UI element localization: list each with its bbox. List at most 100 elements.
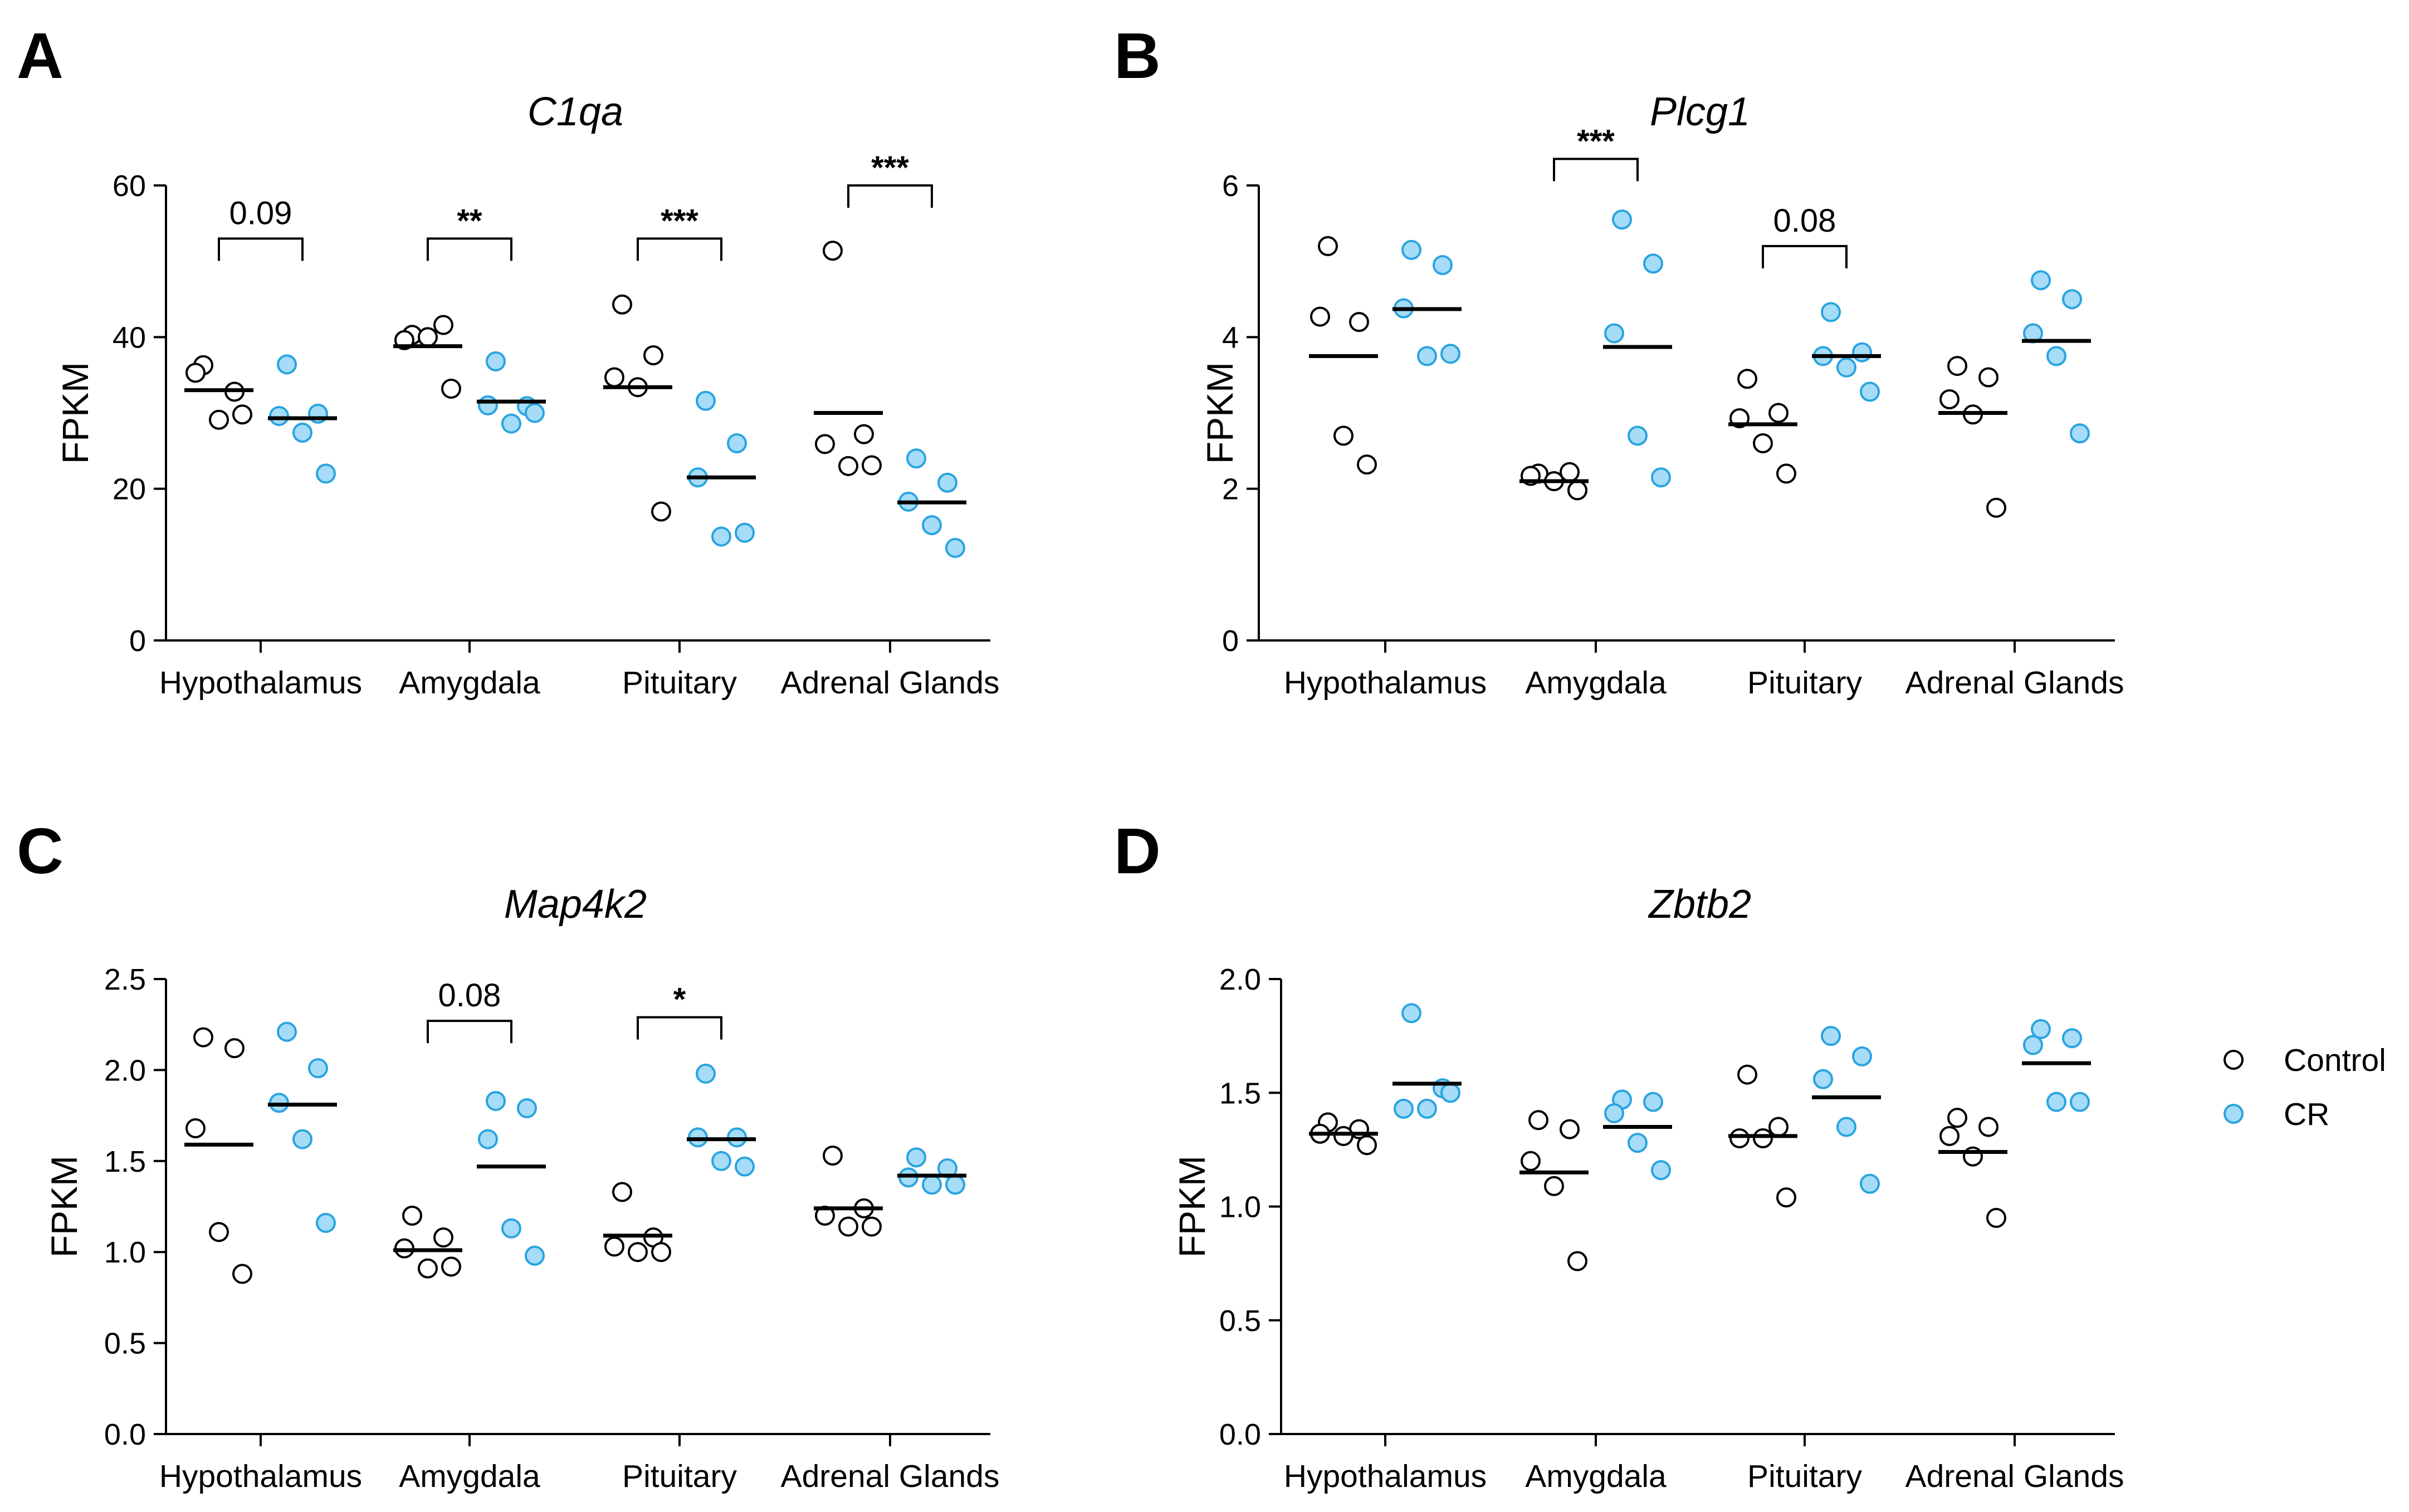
panel-a-cr-point — [525, 403, 545, 423]
panel-d-cr-point — [1860, 1173, 1880, 1194]
panel-c-category-label: Pituitary — [622, 1459, 737, 1494]
panel-a-ytick-label: 40 — [113, 321, 146, 354]
panel-a-control-point — [209, 409, 229, 430]
legend-item-control: Control — [2224, 1043, 2386, 1078]
panel-b-sig-label: 0.08 — [1773, 203, 1836, 239]
panel-a-cr-point — [501, 413, 521, 434]
legend-cr-label: CR — [2284, 1097, 2329, 1132]
legend-control-label: Control — [2284, 1043, 2386, 1078]
panel-d-control-point — [1333, 1126, 1353, 1146]
panel-c-sig-bracket — [637, 1016, 722, 1040]
panel-c-ylabel: FPKM — [43, 1156, 85, 1257]
panel-c: C Map4k2 FPKM 0.0 0.5 1.0 1.5 2.0 2.5 Hypothalamu… — [17, 815, 999, 1494]
panel-a-ylabel: FPKM — [55, 362, 96, 464]
panel-b-control-point — [1986, 497, 2006, 518]
panel-c-sig-label: * — [673, 982, 686, 1018]
panel-c-control-point — [193, 1027, 213, 1048]
panel-a-cr-point — [269, 405, 289, 426]
panel-b-control-point — [1310, 306, 1330, 327]
panel-c-cr-point — [277, 1021, 297, 1042]
panel-b-title: Plcg1 — [1650, 90, 1750, 134]
panel-b-control-point — [1333, 425, 1353, 446]
panel-a-ytick-label: 20 — [113, 473, 146, 506]
panel-a-control-point — [854, 424, 874, 444]
panel-d-ytick-label: 1.5 — [1219, 1076, 1261, 1110]
panel-b-cr-point — [1852, 342, 1872, 363]
panel-a-cr-point — [696, 390, 716, 411]
panel-d-cr-point — [1836, 1117, 1856, 1137]
panel-d-cr-point — [2023, 1035, 2043, 1055]
panel-c-cr-point — [945, 1175, 965, 1195]
panel-a-cr-point — [945, 537, 965, 558]
panel-a-sig-label: ** — [457, 203, 482, 239]
panel-d-cr-point — [1821, 1026, 1841, 1046]
panel-d-control-point — [1768, 1117, 1789, 1137]
panel-c-control-point — [433, 1227, 453, 1248]
panel-d-control-point — [1753, 1128, 1773, 1148]
panel-a-control-point — [232, 404, 252, 425]
panel-a-control-point — [185, 363, 206, 383]
panel-a-cr-point — [292, 422, 312, 443]
panel-c-cr-point — [906, 1147, 926, 1168]
legend: Control CR — [2224, 1043, 2386, 1132]
panel-b-ytick-label: 6 — [1222, 169, 1239, 203]
panel-d-ytick-label: 0.5 — [1219, 1304, 1261, 1338]
panel-c-control-point — [209, 1222, 229, 1242]
panel-b-cr-point — [1612, 209, 1632, 230]
panel-c-cr-point — [525, 1245, 545, 1266]
panel-d-cr-point — [1813, 1069, 1833, 1089]
panel-a-control-point — [862, 455, 882, 476]
panel-d-control-point — [1939, 1126, 1960, 1146]
panel-d-control-point — [1729, 1128, 1750, 1148]
panel-a-category-label: Hypothalamus — [159, 665, 362, 701]
panel-b-cr-point — [1417, 346, 1437, 366]
panel-a-control-point — [815, 434, 835, 454]
legend-cr-marker — [2224, 1104, 2244, 1124]
panel-b-control-point — [1567, 480, 1587, 501]
panel-b-cr-point — [1604, 323, 1624, 344]
panel-b-cr-point — [2031, 270, 2051, 291]
panel-d-cr-point — [1651, 1160, 1671, 1181]
panel-b-cr-point — [1401, 239, 1421, 260]
panel-b-ytick-label: 4 — [1222, 321, 1239, 354]
panel-c-control-point — [441, 1256, 461, 1277]
panel-c-control-point — [838, 1216, 858, 1237]
panel-c-ytick-label: 1.5 — [104, 1145, 146, 1178]
panel-d-cr-point — [2046, 1092, 2066, 1112]
panel-b-control-point — [1349, 312, 1369, 332]
panel-c-control-point — [823, 1145, 843, 1166]
panel-d-cr-point — [2031, 1019, 2051, 1039]
panel-c-control-point — [418, 1258, 438, 1279]
panel-a-cr-point — [727, 433, 747, 453]
panel-c-sig-bracket — [427, 1020, 512, 1044]
panel-a-control-point — [433, 315, 453, 335]
panel-c-cr-point — [711, 1151, 731, 1171]
panel-a-control-point — [643, 345, 663, 366]
panel-c-control-point — [402, 1205, 422, 1226]
panel-c-ytick-label: 2.0 — [104, 1054, 146, 1087]
panel-a-title: C1qa — [527, 90, 623, 134]
panel-b-control-point — [1978, 367, 1998, 388]
panel-c-cr-point — [308, 1058, 328, 1079]
panel-c-cr-point — [735, 1156, 755, 1177]
panel-d-control-point — [1521, 1151, 1541, 1171]
panel-a-control-point — [604, 367, 624, 388]
panel-b-control-point — [1768, 403, 1789, 423]
panel-a-control-point — [441, 378, 461, 399]
panel-d-category-label: Pituitary — [1747, 1459, 1862, 1494]
panel-c-title: Map4k2 — [504, 882, 647, 927]
panel-d: D Zbtb2 FPKM 0.0 0.5 1.0 1.5 2.0 Hypothalamus Amy… — [1114, 815, 2124, 1494]
panel-d-cr-point — [1417, 1098, 1437, 1119]
panel-c-sig-label: 0.08 — [438, 977, 501, 1014]
panel-c-cr-point — [316, 1212, 336, 1233]
panel-c-cr-point — [292, 1129, 312, 1149]
panel-b-cr-point — [1860, 381, 1880, 402]
panel-c-cr-point — [922, 1175, 942, 1195]
panel-c-control-point — [604, 1236, 624, 1257]
panel-b-control-point — [1776, 463, 1796, 484]
panel-b-control-point — [1737, 369, 1757, 389]
panel-a-sig-label: *** — [661, 203, 698, 239]
panel-b-cr-point — [1628, 425, 1648, 446]
panel-d-control-point — [1986, 1207, 2006, 1228]
